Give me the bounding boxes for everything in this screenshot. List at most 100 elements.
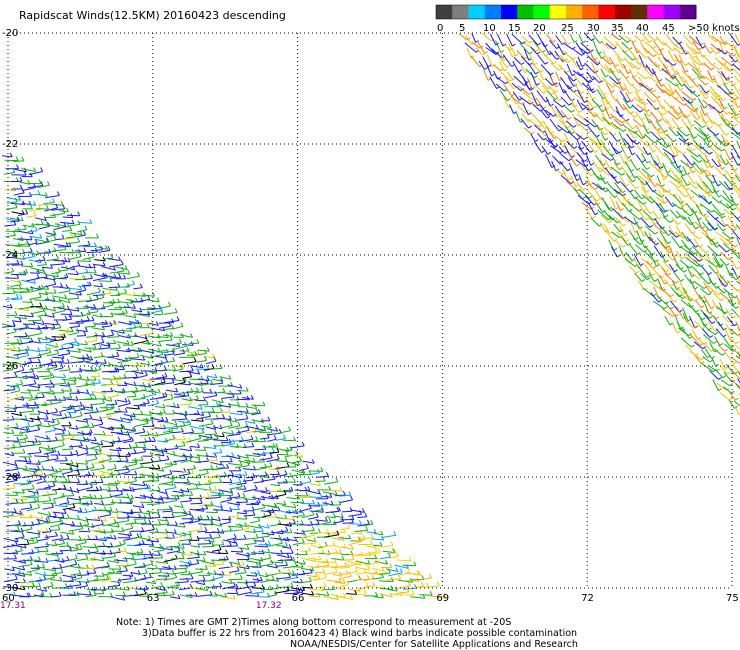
wind-barb-flag [143, 443, 147, 448]
wind-barb-flag [375, 591, 378, 597]
wind-barb [110, 329, 125, 334]
wind-barb [700, 90, 706, 99]
wind-barb [682, 154, 693, 166]
wind-barb [381, 544, 394, 548]
wind-barb-flag [674, 59, 678, 63]
wind-barb-flag [143, 447, 146, 452]
wind-barb-flag [123, 274, 127, 280]
wind-barb [590, 55, 598, 64]
wind-barb [364, 578, 374, 581]
wind-barb [692, 166, 702, 175]
wind-barb [636, 145, 645, 154]
wind-barb-flag [64, 257, 67, 262]
wind-barb-flag [475, 40, 479, 43]
wind-barb [699, 145, 710, 155]
wind-barb [315, 480, 326, 482]
wind-barb-flag [718, 123, 723, 127]
wind-barb-flag [62, 204, 66, 210]
wind-barb-flag [131, 427, 135, 433]
wind-barb [115, 312, 128, 315]
wind-barb-flag [214, 391, 218, 396]
wind-barb [51, 204, 64, 206]
wind-barb [499, 61, 505, 72]
wind-barb-flag [229, 495, 233, 500]
wind-barb-flag [76, 306, 80, 312]
wind-barb-flag [66, 534, 70, 539]
wind-barb [636, 104, 647, 113]
wind-barb-flag [704, 120, 709, 124]
wind-barb-flag [17, 386, 21, 391]
wind-barb [559, 54, 568, 64]
wind-barb-flag [129, 486, 132, 491]
wind-barb-flag [245, 583, 249, 588]
wind-barb-flag [41, 284, 44, 290]
wind-barb-flag [692, 78, 696, 82]
wind-barb [18, 572, 32, 576]
wind-barb-flag [16, 277, 20, 283]
wind-barb [198, 378, 210, 382]
wind-barb [117, 480, 130, 483]
wind-barb-flag [65, 273, 69, 278]
wind-barb-flag [51, 502, 54, 508]
wind-barb-flag [245, 414, 249, 420]
wind-barb-flag [209, 533, 213, 539]
wind-barb [131, 325, 143, 329]
wind-barb [12, 238, 24, 242]
wind-barb [268, 445, 278, 448]
wind-barb [2, 487, 16, 490]
wind-barb [242, 468, 256, 471]
wind-barb [197, 349, 210, 352]
wind-barb [298, 572, 313, 575]
wind-barb [641, 153, 648, 164]
wind-barb-flag [27, 334, 30, 340]
wind-barb [244, 420, 256, 424]
wind-barb-flag [574, 104, 579, 108]
wind-barb-flag [553, 61, 557, 65]
wind-barb [14, 243, 29, 247]
wind-barb-flag [149, 552, 153, 558]
wind-barb-flag [188, 510, 192, 516]
wind-barb [157, 339, 173, 342]
wind-barb-flag [102, 399, 105, 404]
wind-barb-flag [734, 168, 738, 172]
wind-barb [147, 403, 159, 407]
wind-barb-flag [226, 463, 230, 469]
wind-barb-flag [69, 314, 73, 320]
wind-barb [690, 189, 701, 198]
wind-barb [58, 286, 69, 289]
wind-barb-flag [518, 69, 522, 73]
wind-barb-flag [130, 436, 134, 442]
wind-barb-flag [61, 302, 65, 308]
wind-barb [44, 207, 58, 212]
wind-barb [498, 56, 508, 68]
wind-barb [122, 417, 133, 421]
wind-barb [274, 537, 290, 542]
wind-barb [212, 367, 223, 370]
wind-barb-flag [246, 425, 250, 431]
wind-barb [713, 210, 723, 219]
wind-barb [109, 270, 124, 274]
wind-barb [260, 510, 275, 513]
wind-barb-flag [390, 585, 394, 590]
wind-barb-flag [703, 151, 708, 155]
wind-barb [661, 83, 673, 95]
wind-barb [691, 68, 702, 79]
wind-barb [717, 84, 729, 95]
wind-barb-flag [180, 503, 184, 508]
wind-barb [259, 457, 273, 461]
wind-barb [493, 64, 501, 72]
wind-barb-flag [223, 556, 227, 562]
wind-barb [4, 271, 14, 274]
wind-barb-flag [657, 202, 662, 206]
wind-barb-flag [50, 263, 53, 269]
wind-barb [703, 75, 714, 84]
wind-barb [59, 346, 74, 350]
wind-barb-flag [101, 293, 105, 298]
wind-barb [50, 339, 64, 342]
wind-barb [410, 596, 425, 599]
wind-barb [38, 203, 52, 206]
wind-barb [218, 530, 232, 533]
wind-barb [515, 111, 521, 123]
wind-barb-flag [175, 387, 179, 393]
wind-barb [27, 440, 38, 443]
